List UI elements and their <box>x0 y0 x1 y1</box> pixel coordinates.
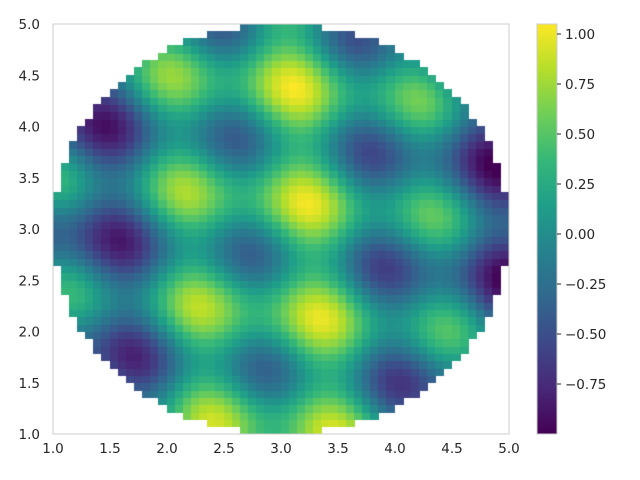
colorbar-tick-label: −0.75 <box>565 377 606 393</box>
colorbar-tick-label: 0.50 <box>565 127 595 143</box>
x-tick-label: 3.0 <box>270 441 291 457</box>
colorbar-tick-label: −0.50 <box>565 327 606 343</box>
colorbar-gradient <box>537 24 557 434</box>
x-axis-ticks: 1.0 1.5 2.0 2.5 3.0 3.5 4.0 4.5 5.0 <box>42 441 519 457</box>
y-tick-label: 5.0 <box>19 17 40 33</box>
y-tick-label: 2.0 <box>19 325 40 341</box>
y-tick-label: 1.5 <box>19 376 40 392</box>
colorbar-tick-label: 0.25 <box>565 177 595 193</box>
x-tick-label: 3.5 <box>327 441 348 457</box>
plot-frame <box>52 23 510 435</box>
y-tick-label: 3.5 <box>19 171 40 187</box>
x-tick-label: 4.0 <box>384 441 405 457</box>
x-tick-label: 4.5 <box>441 441 462 457</box>
colorbar-ticks: −0.75 −0.50 −0.25 0.00 0.25 0.50 0.75 1.00 <box>557 27 606 393</box>
y-tick-label: 2.5 <box>19 273 40 289</box>
y-tick-label: 3.0 <box>19 222 40 238</box>
x-tick-label: 2.5 <box>213 441 234 457</box>
colorbar-tick-label: 0.75 <box>565 77 595 93</box>
y-tick-label: 4.0 <box>19 120 40 136</box>
colorbar-tick-label: 1.00 <box>565 27 595 43</box>
x-tick-label: 2.0 <box>156 441 177 457</box>
x-tick-label: 1.5 <box>99 441 120 457</box>
y-axis-ticks: 1.0 1.5 2.0 2.5 3.0 3.5 4.0 4.5 5.0 <box>19 17 40 443</box>
colorbar-tick-label: 0.00 <box>565 227 595 243</box>
y-tick-label: 4.5 <box>19 68 40 84</box>
heatmap-image <box>53 24 509 434</box>
colorbar-frame <box>536 23 558 435</box>
y-tick-label: 1.0 <box>19 427 40 443</box>
x-tick-label: 1.0 <box>42 441 63 457</box>
x-tick-label: 5.0 <box>498 441 519 457</box>
colorbar-tick-label: −0.25 <box>565 277 606 293</box>
